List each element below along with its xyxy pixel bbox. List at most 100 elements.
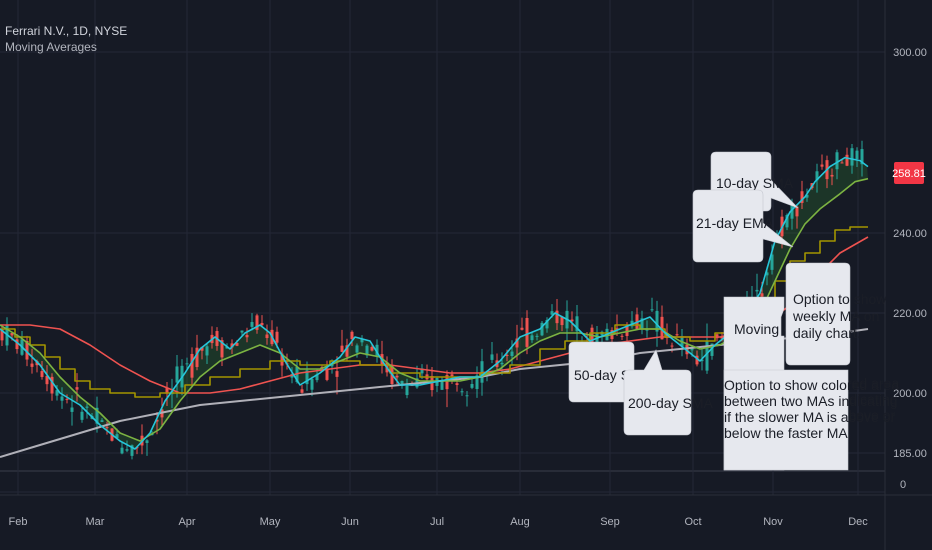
candle-body xyxy=(240,330,244,333)
candle-body xyxy=(820,164,824,167)
candle-body xyxy=(400,381,404,386)
candle-body xyxy=(45,375,49,385)
x-tick-label: Aug xyxy=(510,516,530,528)
candle-body xyxy=(195,347,199,367)
candle-body xyxy=(475,375,479,389)
candle-body xyxy=(335,371,339,377)
candle-body xyxy=(650,309,654,311)
candle-body xyxy=(100,420,104,422)
candle-body xyxy=(465,395,469,397)
candle-body xyxy=(260,322,264,326)
candle-body xyxy=(705,341,709,371)
candle-body xyxy=(510,351,514,356)
candle-body xyxy=(40,371,44,377)
candle-body xyxy=(830,174,834,177)
candle-body xyxy=(85,406,89,408)
candle-body xyxy=(115,434,119,439)
candle-body xyxy=(165,387,169,394)
candle-body xyxy=(805,194,809,198)
candle-body xyxy=(235,343,239,346)
candle-body xyxy=(845,154,849,166)
candle-body xyxy=(815,171,819,181)
candle-body xyxy=(790,204,794,219)
candle-body xyxy=(65,398,69,400)
candle-body xyxy=(515,338,519,348)
candle-body xyxy=(70,407,74,412)
candle-body xyxy=(420,368,424,374)
candle-body xyxy=(470,384,474,388)
y-tick-label-zero: 0 xyxy=(900,479,906,491)
callout-text-21-day: 21-day EMA xyxy=(696,215,774,231)
candle-body xyxy=(330,364,334,367)
candle-body xyxy=(360,338,364,343)
candle-body xyxy=(305,370,309,385)
candle-body xyxy=(535,335,539,337)
candle-body xyxy=(10,332,14,336)
candle-body xyxy=(615,328,619,330)
candle-body xyxy=(30,363,34,367)
callout-text-fill-option-lines: Option to show colored area xyxy=(724,377,899,393)
y-tick-label: 200.00 xyxy=(893,388,927,400)
candle-body xyxy=(690,348,694,351)
callout-200-day xyxy=(623,349,692,436)
candle-body xyxy=(670,345,674,347)
candle-body xyxy=(185,363,189,365)
y-tick-label: 240.00 xyxy=(893,228,927,240)
candle-body xyxy=(350,331,354,340)
candle-body xyxy=(850,148,854,166)
candle-body xyxy=(500,362,504,365)
x-tick-label: Mar xyxy=(86,516,105,528)
candle-body xyxy=(620,335,624,337)
candle-body xyxy=(120,447,124,454)
candle-body xyxy=(75,387,79,390)
candle-body xyxy=(625,324,629,336)
candle-body xyxy=(80,411,84,420)
grid xyxy=(0,0,885,495)
candle-body xyxy=(575,316,579,332)
candle-body xyxy=(55,390,59,396)
candle-body xyxy=(450,374,454,377)
candle-body xyxy=(545,320,549,329)
candle-body xyxy=(770,254,774,270)
candle-body xyxy=(685,344,689,355)
candle-body xyxy=(540,322,544,336)
symbol-title: Ferrari N.V., 1D, NYSE xyxy=(5,24,127,38)
candle-body xyxy=(125,449,129,451)
callout-text-fill-option-lines: below the faster MA. xyxy=(724,425,852,441)
candle-body xyxy=(555,310,559,324)
candle-body xyxy=(855,150,859,159)
callout-text-200-day: 200-day SMA xyxy=(628,395,713,411)
x-tick-label: Feb xyxy=(9,516,28,528)
candle-body xyxy=(505,354,509,356)
price-badge-text: 258.81 xyxy=(892,168,926,180)
callout-text-fill-option-lines: between two MAs indicating xyxy=(724,393,898,409)
callout-fill-option xyxy=(723,369,849,471)
y-tick-label: 220.00 xyxy=(893,308,927,320)
candle-body xyxy=(660,316,664,340)
candle-body xyxy=(520,327,524,330)
candle-body xyxy=(105,427,109,429)
candle-body xyxy=(340,345,344,352)
callout-text-fill-option-lines: if the slower MA is above or xyxy=(724,409,896,425)
candle-body xyxy=(190,353,194,378)
callout-text-weekly: daily chart. xyxy=(793,325,861,341)
candle-body xyxy=(205,346,209,356)
candle-body xyxy=(280,353,284,366)
candle-body xyxy=(490,354,494,360)
candle-body xyxy=(220,340,224,358)
candle-body xyxy=(15,339,19,350)
candle-body xyxy=(250,322,254,327)
x-tick-label: Apr xyxy=(178,516,195,528)
callout-21-day xyxy=(692,189,794,263)
y-tick-label: 300.00 xyxy=(893,47,927,59)
x-tick-label: Sep xyxy=(600,516,620,528)
callout-text-weekly: Option to show xyxy=(793,291,887,307)
candle-body xyxy=(230,343,234,348)
x-tick-label: Dec xyxy=(848,516,868,528)
callout-text-10-day: 10-day SMA xyxy=(716,175,794,191)
candle-body xyxy=(245,335,249,338)
